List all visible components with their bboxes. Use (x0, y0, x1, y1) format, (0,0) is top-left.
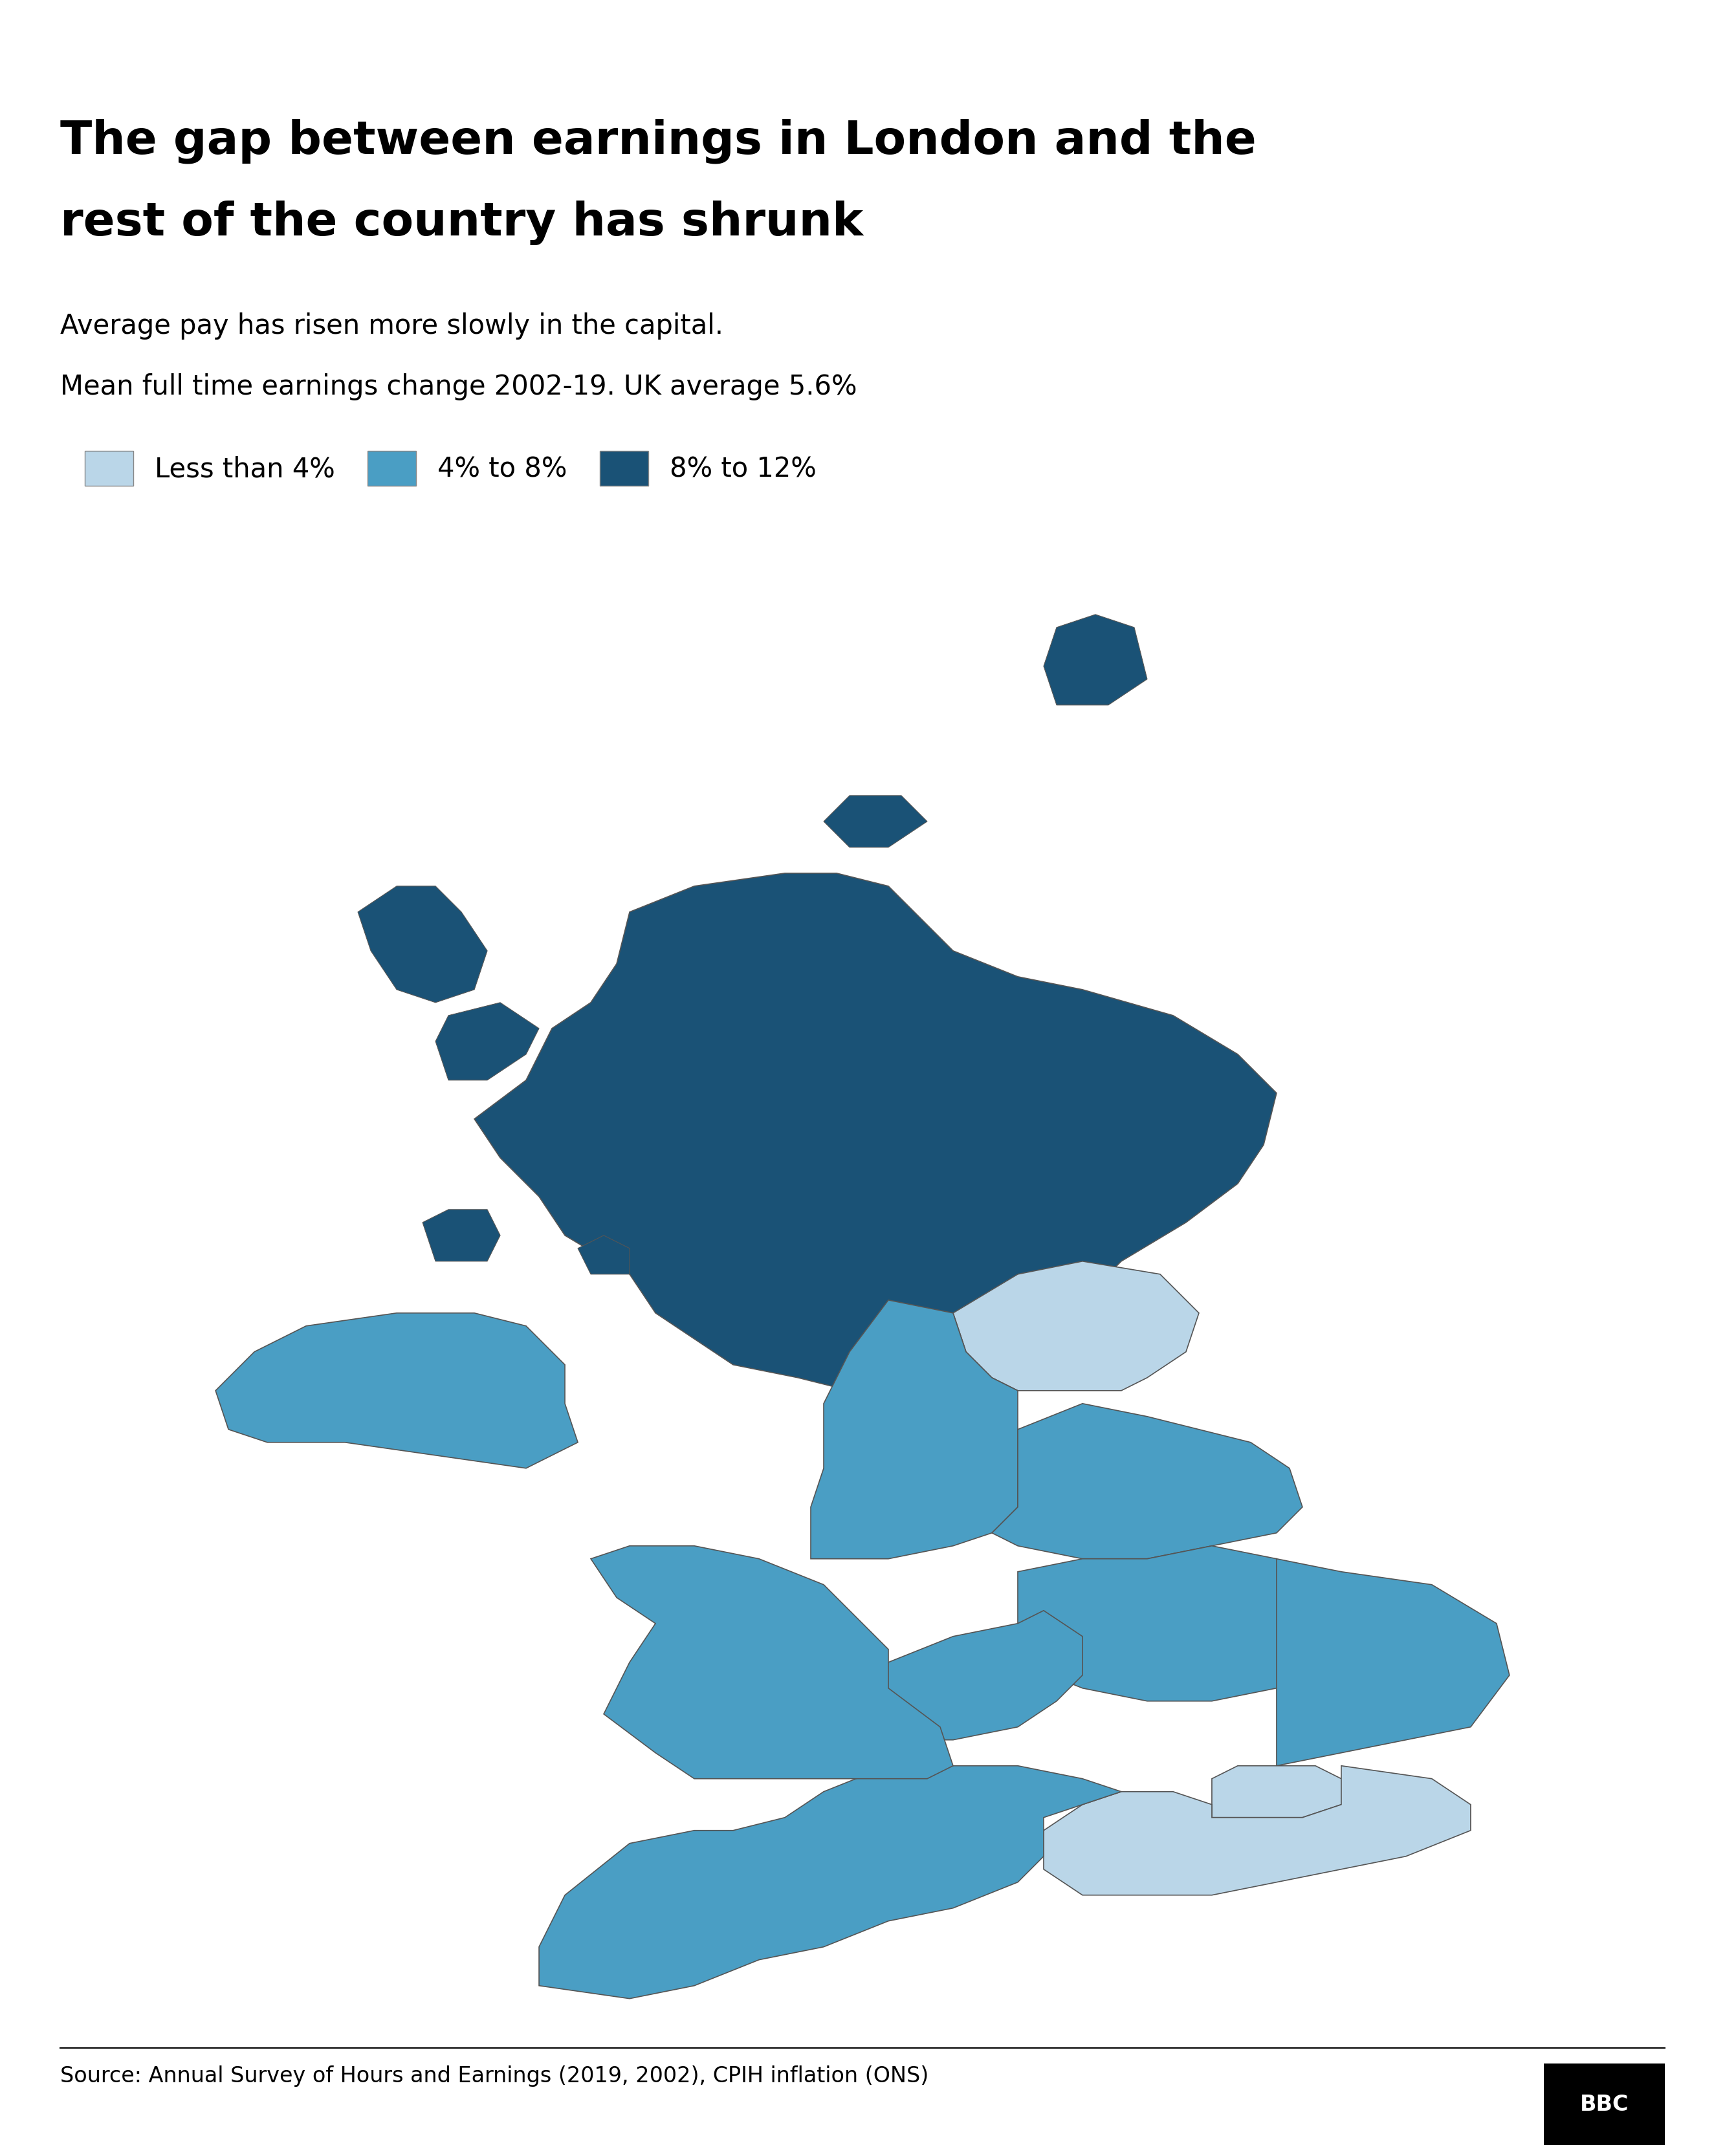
Polygon shape (823, 796, 928, 847)
Legend: Less than 4%, 4% to 8%, 8% to 12%: Less than 4%, 4% to 8%, 8% to 12% (74, 440, 828, 496)
Polygon shape (590, 1546, 954, 1779)
Polygon shape (1044, 1766, 1471, 1895)
Polygon shape (862, 1611, 1083, 1740)
Text: Average pay has risen more slowly in the capital.: Average pay has risen more slowly in the… (60, 313, 723, 341)
Text: Mean full time earnings change 2002-19. UK average 5.6%: Mean full time earnings change 2002-19. … (60, 373, 857, 401)
Polygon shape (954, 1261, 1199, 1391)
Polygon shape (1213, 1766, 1342, 1818)
Polygon shape (423, 1210, 500, 1261)
Text: BBC: BBC (1580, 2093, 1628, 2115)
Polygon shape (992, 1404, 1302, 1559)
Text: The gap between earnings in London and the: The gap between earnings in London and t… (60, 119, 1256, 164)
Polygon shape (435, 1003, 538, 1080)
Polygon shape (357, 886, 486, 1003)
Polygon shape (474, 873, 1276, 1391)
Text: rest of the country has shrunk: rest of the country has shrunk (60, 201, 864, 246)
Polygon shape (538, 1766, 1121, 1999)
Polygon shape (811, 1300, 1018, 1559)
Polygon shape (216, 1313, 578, 1468)
Polygon shape (578, 1235, 630, 1274)
Polygon shape (1018, 1546, 1316, 1701)
Text: Source: Annual Survey of Hours and Earnings (2019, 2002), CPIH inflation (ONS): Source: Annual Survey of Hours and Earni… (60, 2065, 928, 2087)
Polygon shape (1276, 1559, 1509, 1766)
Polygon shape (1044, 614, 1147, 705)
